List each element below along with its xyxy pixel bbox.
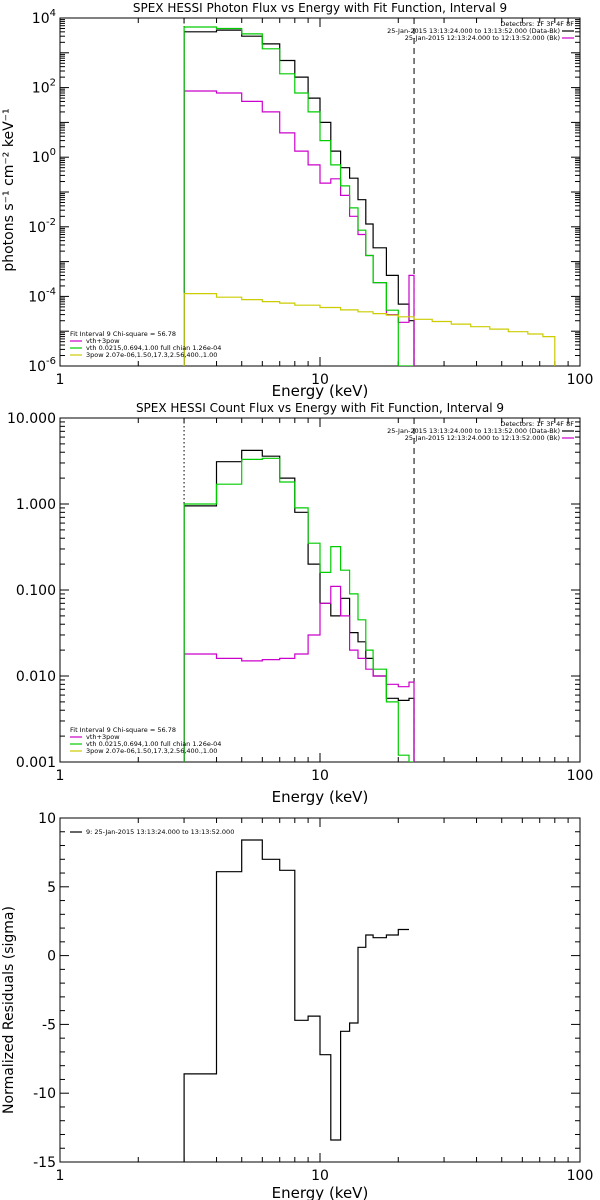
chart-title: SPEX HESSI Photon Flux vs Energy with Fi… (133, 1, 507, 15)
y-axis-label: photons s⁻¹ cm⁻² keV⁻¹ (1, 108, 17, 271)
x-tick-label: 10 (311, 1168, 329, 1184)
legend-entry: 3pow 2.07e-06,1.50,17.3,2.56,400.,1.00 (86, 747, 217, 755)
y-tick-label: 104 (32, 8, 56, 27)
legend-entry: vth 0.0215,0.694,1.00 full chian 1.26e-0… (86, 740, 221, 748)
y-tick-label: 10.000 (7, 411, 56, 427)
x-tick-label: 100 (567, 768, 594, 784)
legend-heading: Detectors: 1F 3F 4F 8F (500, 420, 574, 428)
y-axis-label: Normalized Residuals (sigma) (1, 906, 17, 1114)
series-vth-line (183, 26, 414, 366)
y-tick-label: -10 (33, 1086, 56, 1102)
legend-entry: vth+3pow (86, 733, 120, 741)
series-vth-line (183, 457, 414, 762)
legend-heading: Fit Interval 9 Chi-square = 56.78 (70, 330, 176, 338)
series-residuals-line (183, 839, 409, 1162)
series-data-bk-line (183, 449, 415, 762)
y-tick-label: 102 (32, 78, 56, 97)
x-tick-label: 1 (56, 768, 65, 784)
legend-entry: 3pow 2.07e-06,1.50,17.3,2.56,400.,1.00 (86, 351, 217, 359)
y-tick-label: 0 (47, 949, 56, 965)
x-tick-label: 100 (567, 372, 594, 388)
y-tick-label: 10 (38, 811, 56, 827)
x-axis-label: Energy (keV) (272, 1184, 369, 1200)
legend-entry: vth+3pow (86, 337, 120, 345)
y-tick-label: -5 (42, 1017, 56, 1033)
legend-entry: 25-Jan-2015 13:13:24.000 to 13:13:52.000… (387, 427, 560, 435)
y-tick-label: 0.010 (16, 669, 56, 685)
series-bk-line (183, 585, 415, 762)
legend-entry: vth 0.0215,0.694,1.00 full chian 1.26e-0… (86, 344, 221, 352)
y-tick-label: 10-6 (28, 356, 56, 375)
x-axis-label: Energy (keV) (272, 382, 369, 400)
count-flux-chart: SPEX HESSI Count Flux vs Energy with Fit… (7, 401, 593, 806)
y-tick-label: 10-2 (28, 217, 56, 236)
y-tick-label: 0.100 (16, 583, 56, 599)
legend-entry: 25-Jan-2015 12:13:24.000 to 12:13:52.000… (405, 34, 560, 42)
series-3pow-line (183, 293, 556, 366)
residuals-chart: Normalized Residuals (sigma) Energy (keV… (1, 811, 593, 1200)
x-tick-label: 100 (567, 1168, 594, 1184)
y-tick-label: 10-4 (28, 286, 56, 305)
series-data-bk-line (183, 29, 415, 366)
x-tick-label: 1 (56, 372, 65, 388)
chart-title: SPEX HESSI Count Flux vs Energy with Fit… (136, 401, 504, 415)
y-tick-label: 100 (32, 147, 56, 166)
legend-heading: Fit Interval 9 Chi-square = 56.78 (70, 726, 176, 734)
x-tick-label: 10 (311, 768, 329, 784)
photon-flux-chart: SPEX HESSI Photon Flux vs Energy with Fi… (1, 1, 593, 400)
legend-heading: Detectors: 1F 3F 4F 8F (500, 20, 574, 28)
x-tick-label: 1 (56, 1168, 65, 1184)
x-tick-label: 10 (311, 372, 329, 388)
x-axis-label: Energy (keV) (272, 788, 369, 806)
legend-entry: 9: 25-Jan-2015 13:13:24.000 to 13:13:52.… (86, 828, 234, 836)
y-tick-label: 0.001 (16, 755, 56, 771)
legend-entry: 25-Jan-2015 12:13:24.000 to 12:13:52.000… (405, 434, 560, 442)
y-tick-label: -15 (33, 1155, 56, 1171)
y-tick-label: 1.000 (16, 497, 56, 513)
legend-entry: 25-Jan-2015 13:13:24.000 to 13:13:52.000… (387, 27, 560, 35)
y-tick-label: 5 (47, 880, 56, 896)
